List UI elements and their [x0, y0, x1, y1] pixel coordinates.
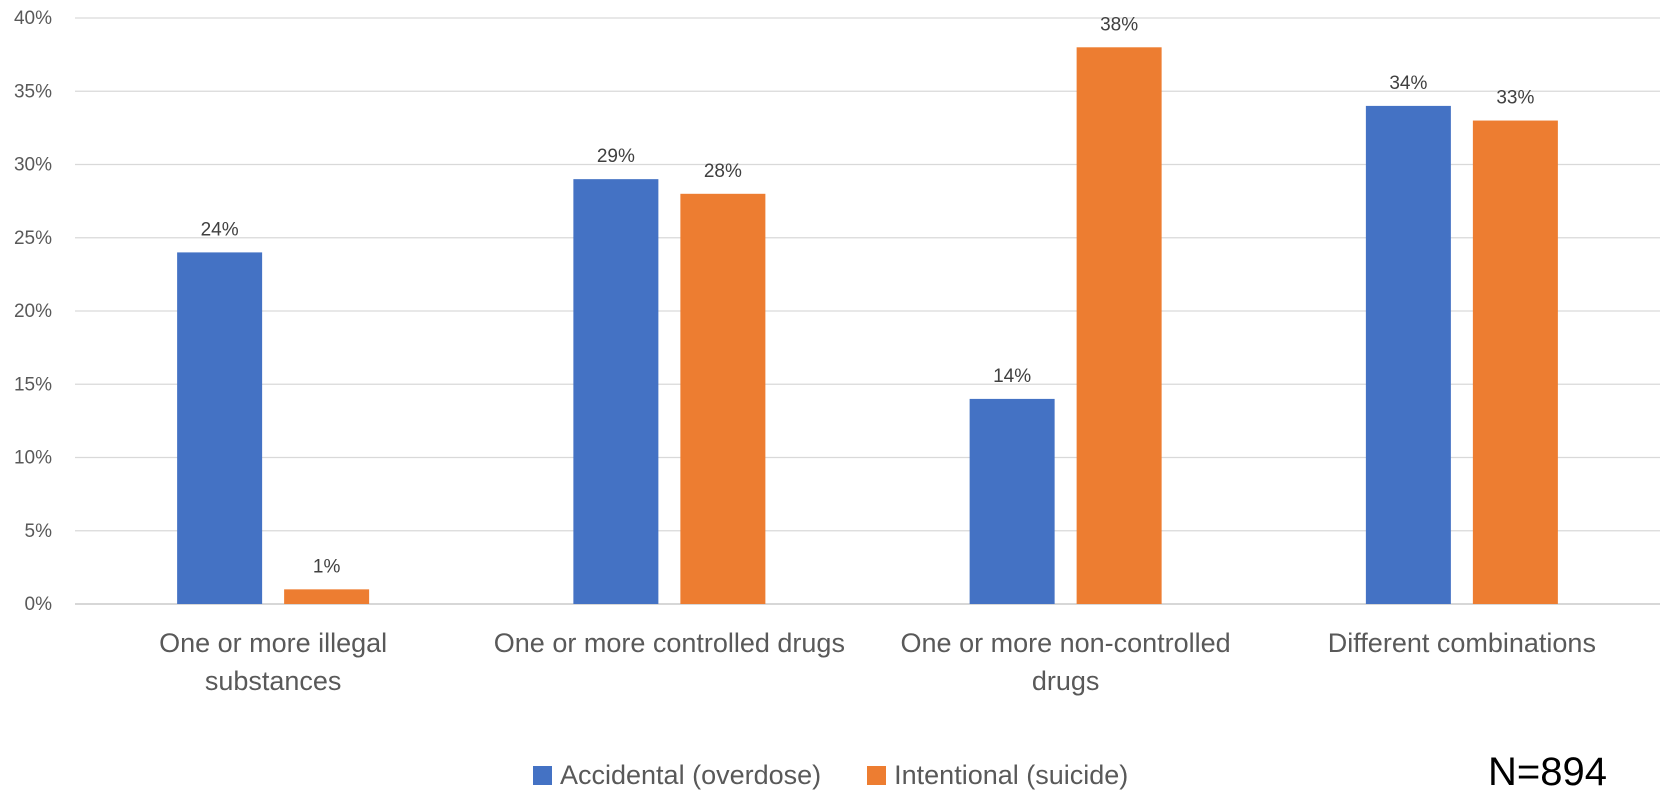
- data-label: 29%: [597, 146, 635, 167]
- bar-accidental: [1365, 105, 1451, 605]
- data-labels: 24% 1% 29% 28% 14% 38% 34% 33%: [201, 14, 1535, 577]
- category-label: drugs: [1032, 666, 1100, 696]
- category-label: One or more controlled drugs: [494, 628, 845, 658]
- y-tick-label: 0%: [25, 594, 53, 615]
- legend: Accidental (overdose) Intentional (suici…: [533, 760, 1174, 791]
- bars: [177, 47, 1558, 605]
- y-tick-label: 20%: [14, 301, 52, 322]
- gridlines: [75, 17, 1660, 605]
- bar-chart: 0% 5% 10% 15% 20% 25% 30% 35% 40% 24% 1% 29% 28% 14%…: [14, 8, 1660, 696]
- data-label: 28%: [704, 161, 742, 182]
- legend-item-intentional: Intentional (suicide): [867, 760, 1128, 791]
- legend-label-accidental: Accidental (overdose): [560, 760, 822, 790]
- bar-intentional: [1076, 47, 1162, 605]
- y-tick-label: 30%: [14, 155, 52, 176]
- y-tick-label: 10%: [14, 448, 52, 469]
- category-label: substances: [205, 666, 342, 696]
- sample-size-note: N=894: [1488, 750, 1607, 794]
- data-label: 34%: [1389, 73, 1427, 94]
- category-label: Different combinations: [1328, 628, 1596, 658]
- y-tick-label: 35%: [14, 81, 52, 102]
- bar-intentional: [284, 589, 370, 604]
- bar-intentional: [1472, 120, 1558, 605]
- data-label: 14%: [993, 366, 1031, 387]
- legend-swatch-accidental: [533, 766, 552, 785]
- data-label: 1%: [313, 556, 341, 577]
- bar-intentional: [680, 193, 766, 605]
- data-label: 33%: [1496, 88, 1534, 109]
- bar-accidental: [969, 398, 1055, 604]
- category-label: One or more non-controlled: [901, 628, 1231, 658]
- y-tick-label: 40%: [14, 8, 52, 29]
- y-tick-label: 5%: [25, 521, 53, 542]
- y-tick-label: 15%: [14, 374, 52, 395]
- bar-accidental: [177, 252, 263, 604]
- data-label: 38%: [1100, 14, 1138, 35]
- category-label: One or more illegal: [159, 628, 387, 658]
- legend-swatch-intentional: [867, 766, 887, 785]
- legend-item-accidental: Accidental (overdose): [533, 760, 821, 791]
- legend-label-intentional: Intentional (suicide): [894, 760, 1129, 790]
- bar-accidental: [573, 179, 659, 604]
- y-axis-ticks: 0% 5% 10% 15% 20% 25% 30% 35% 40%: [14, 8, 52, 615]
- data-label: 24%: [201, 219, 239, 240]
- x-axis-labels: One or more illegal substances One or more…: [159, 628, 1596, 696]
- y-tick-label: 25%: [14, 228, 52, 249]
